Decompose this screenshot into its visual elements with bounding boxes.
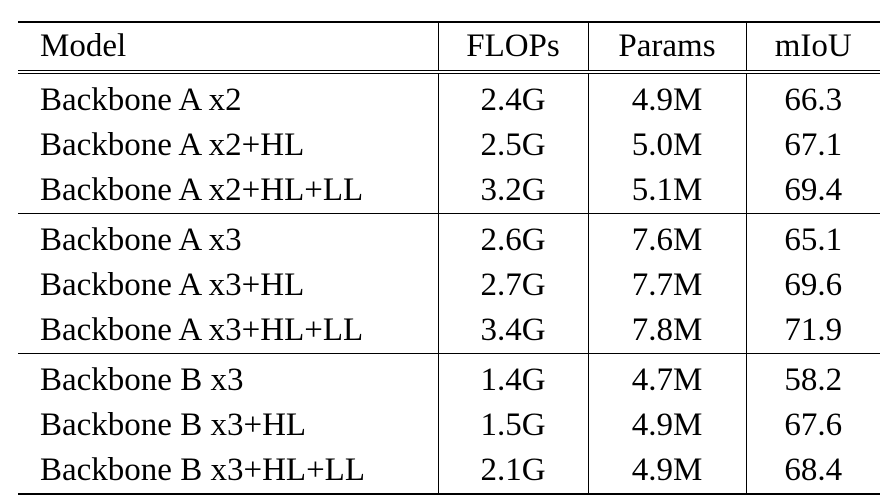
cell-miou: 69.4 [745, 168, 880, 214]
cell-params: 4.9M [587, 448, 746, 495]
table-row: Backbone A x3+HL+LL 3.4G 7.8M 71.9 [18, 308, 880, 354]
cell-miou: 67.6 [745, 403, 880, 448]
cell-miou: 58.2 [745, 353, 880, 403]
cell-params: 5.1M [587, 168, 746, 214]
cell-params: 4.7M [587, 353, 746, 403]
cell-miou: 68.4 [745, 448, 880, 495]
cell-model: Backbone A x3+HL [40, 267, 305, 303]
table-row: Backbone A x2+HL 2.5G 5.0M 67.1 [18, 123, 880, 168]
table-group-backbone-a-x2: Backbone A x2 2.4G 4.9M 66.3 Backbone A … [18, 72, 880, 214]
cell-params: 7.7M [587, 263, 746, 308]
cell-miou: 65.1 [745, 213, 880, 263]
cell-flops: 1.5G [437, 403, 588, 448]
cell-flops: 2.7G [437, 263, 588, 308]
cell-params: 4.9M [587, 72, 746, 123]
header-row: Model FLOPs Params mIoU [18, 22, 880, 74]
table-group-backbone-b-x3: Backbone B x3 1.4G 4.7M 58.2 Backbone B … [18, 353, 880, 495]
cell-miou: 71.9 [745, 308, 880, 354]
table-row: Backbone A x2 2.4G 4.9M 66.3 [18, 72, 880, 123]
cell-miou: 67.1 [745, 123, 880, 168]
cell-model: Backbone A x3 [18, 213, 438, 263]
table-row: Backbone A x3 2.6G 7.6M 65.1 [18, 213, 880, 263]
table-row: Backbone A x2+HL+LL 3.2G 5.1M 69.4 [18, 168, 880, 214]
header-miou: mIoU [745, 22, 880, 74]
cell-params: 5.0M [587, 123, 746, 168]
cell-model: Backbone B x3+HL [40, 407, 307, 443]
cell-flops: 2.1G [437, 448, 588, 495]
table-group-backbone-a-x3: Backbone A x3 2.6G 7.6M 65.1 Backbone A … [18, 213, 880, 354]
cell-params: 4.9M [587, 403, 746, 448]
cell-flops: 2.6G [437, 213, 588, 263]
cell-miou: 66.3 [745, 72, 880, 123]
cell-params: 7.8M [587, 308, 746, 354]
cell-miou: 69.6 [745, 263, 880, 308]
header-params: Params [587, 22, 746, 74]
table-row: Backbone A x3+HL 2.7G 7.7M 69.6 [18, 263, 880, 308]
table-header: Model FLOPs Params mIoU [18, 22, 880, 74]
table-row: Backbone B x3+HL+LL 2.1G 4.9M 68.4 [18, 448, 880, 495]
header-flops: FLOPs [437, 22, 588, 74]
cell-params: 7.6M [587, 213, 746, 263]
results-table: Model FLOPs Params mIoU Backbone A x2 2.… [18, 21, 880, 495]
header-model: Model [18, 22, 438, 74]
cell-model: Backbone A x2+HL [40, 127, 305, 163]
results-table-container: Model FLOPs Params mIoU Backbone A x2 2.… [18, 21, 880, 495]
cell-model: Backbone B x3 [18, 353, 438, 403]
cell-model: Backbone A x3+HL+LL [40, 312, 364, 348]
cell-flops: 3.2G [437, 168, 588, 214]
cell-flops: 1.4G [437, 353, 588, 403]
cell-model: Backbone B x3+HL+LL [18, 448, 438, 495]
table-row: Backbone B x3+HL 1.5G 4.9M 67.6 [18, 403, 880, 448]
cell-model: Backbone A x2 [40, 82, 242, 118]
cell-flops: 2.5G [437, 123, 588, 168]
cell-flops: 2.4G [437, 72, 588, 123]
cell-flops: 3.4G [437, 308, 588, 354]
cell-model: Backbone A x2+HL+LL [40, 172, 364, 208]
table-row: Backbone B x3 1.4G 4.7M 58.2 [18, 353, 880, 403]
